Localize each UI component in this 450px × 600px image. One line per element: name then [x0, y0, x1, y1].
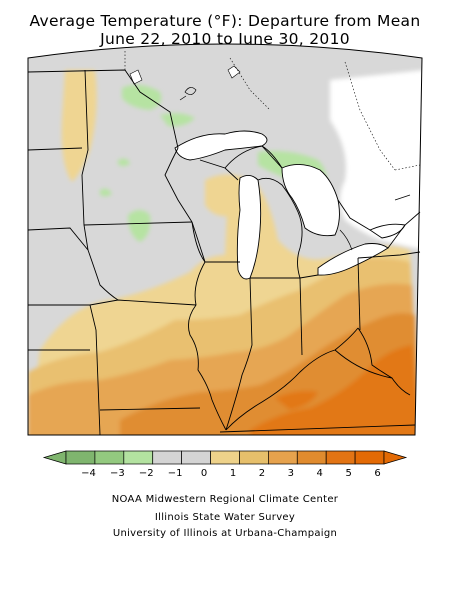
credit-noaa: NOAA Midwestern Regional Climate Center	[111, 494, 339, 505]
coastline-details	[179, 87, 411, 251]
state-boundaries	[27, 69, 421, 436]
legend-tick-label: −3	[110, 468, 125, 479]
zone-plus3-west	[40, 389, 96, 420]
legend-swatch	[268, 450, 298, 465]
legend-tick-label: 6	[374, 468, 380, 479]
legend-swatch	[94, 450, 125, 465]
map-subtitle-date-range: June 22, 2010 to June 30, 2010	[100, 30, 350, 48]
map-title: Average Temperature (°F): Departure from…	[29, 12, 421, 30]
legend-tick-label: −1	[168, 468, 183, 479]
legend-swatch	[354, 450, 385, 465]
zone-minus1-dakota	[100, 188, 112, 197]
zone-minus1-minnesota	[128, 210, 151, 242]
legend-tick-label: 4	[317, 468, 323, 479]
zone-plus1-north-central	[205, 174, 247, 217]
zone-plus1-northwest	[61, 70, 97, 182]
lake-erie	[318, 243, 388, 276]
legend-swatch	[123, 450, 154, 465]
legend-arrow-low	[42, 450, 67, 465]
shaded-departure-field	[28, 44, 422, 435]
legend-swatch	[325, 450, 356, 465]
zone-plus5-kentucky	[275, 390, 318, 410]
legend-tick-label: 5	[345, 468, 351, 479]
legend-tick-label: 0	[201, 468, 207, 479]
credit-isws: Illinois State Water Survey	[154, 512, 296, 523]
lake-michigan	[237, 175, 261, 279]
legend-tick-label: 1	[230, 468, 236, 479]
legend-swatch	[65, 450, 96, 465]
map-frame	[27, 43, 423, 436]
zone-minus1-dakota-2	[118, 158, 130, 166]
legend-tick-label: 3	[288, 468, 294, 479]
legend-swatch	[239, 450, 269, 465]
legend-tick-label: −2	[139, 468, 154, 479]
legend-swatch	[152, 450, 182, 465]
credit-uiuc: University of Illinois at Urbana-Champai…	[112, 528, 338, 539]
legend-arrow-high	[383, 450, 408, 465]
ontario-unshaded	[330, 70, 422, 250]
legend-tick-label: 2	[259, 468, 265, 479]
lake-superior	[175, 131, 267, 160]
province-lines	[124, 50, 421, 171]
legend-swatch	[296, 450, 327, 465]
lake-huron	[282, 164, 340, 236]
legend-tick-label: −4	[81, 468, 96, 479]
legend-swatch	[181, 450, 211, 465]
lake-ontario	[370, 224, 405, 238]
legend-swatch	[210, 450, 240, 465]
zone-minus1-lake-of-the-woods	[122, 84, 162, 110]
lake-winnipeg	[227, 65, 241, 79]
zone-minus1-arrowhead	[160, 113, 195, 127]
